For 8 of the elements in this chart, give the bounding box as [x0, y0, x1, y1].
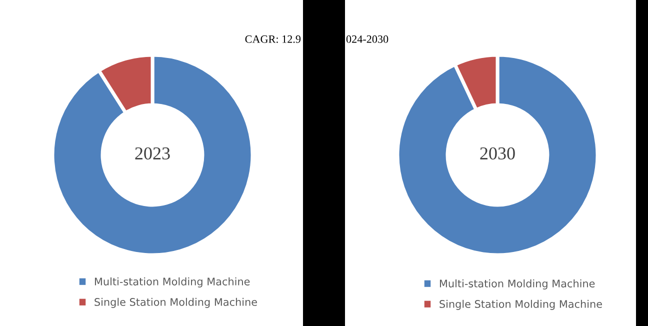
text: 2023 — [135, 147, 170, 160]
text: 2030 — [480, 147, 515, 160]
legend-label: Single Station Molding Machine — [94, 298, 257, 308]
legend-label: Multi-station Molding Machine — [440, 279, 595, 290]
text: 024-2030 — [346, 35, 388, 43]
text: CAGR: 12.9 — [245, 35, 301, 43]
legend-label: Multi-station Molding Machine — [94, 277, 250, 288]
legend-label: Single Station Molding Machine — [440, 300, 602, 310]
